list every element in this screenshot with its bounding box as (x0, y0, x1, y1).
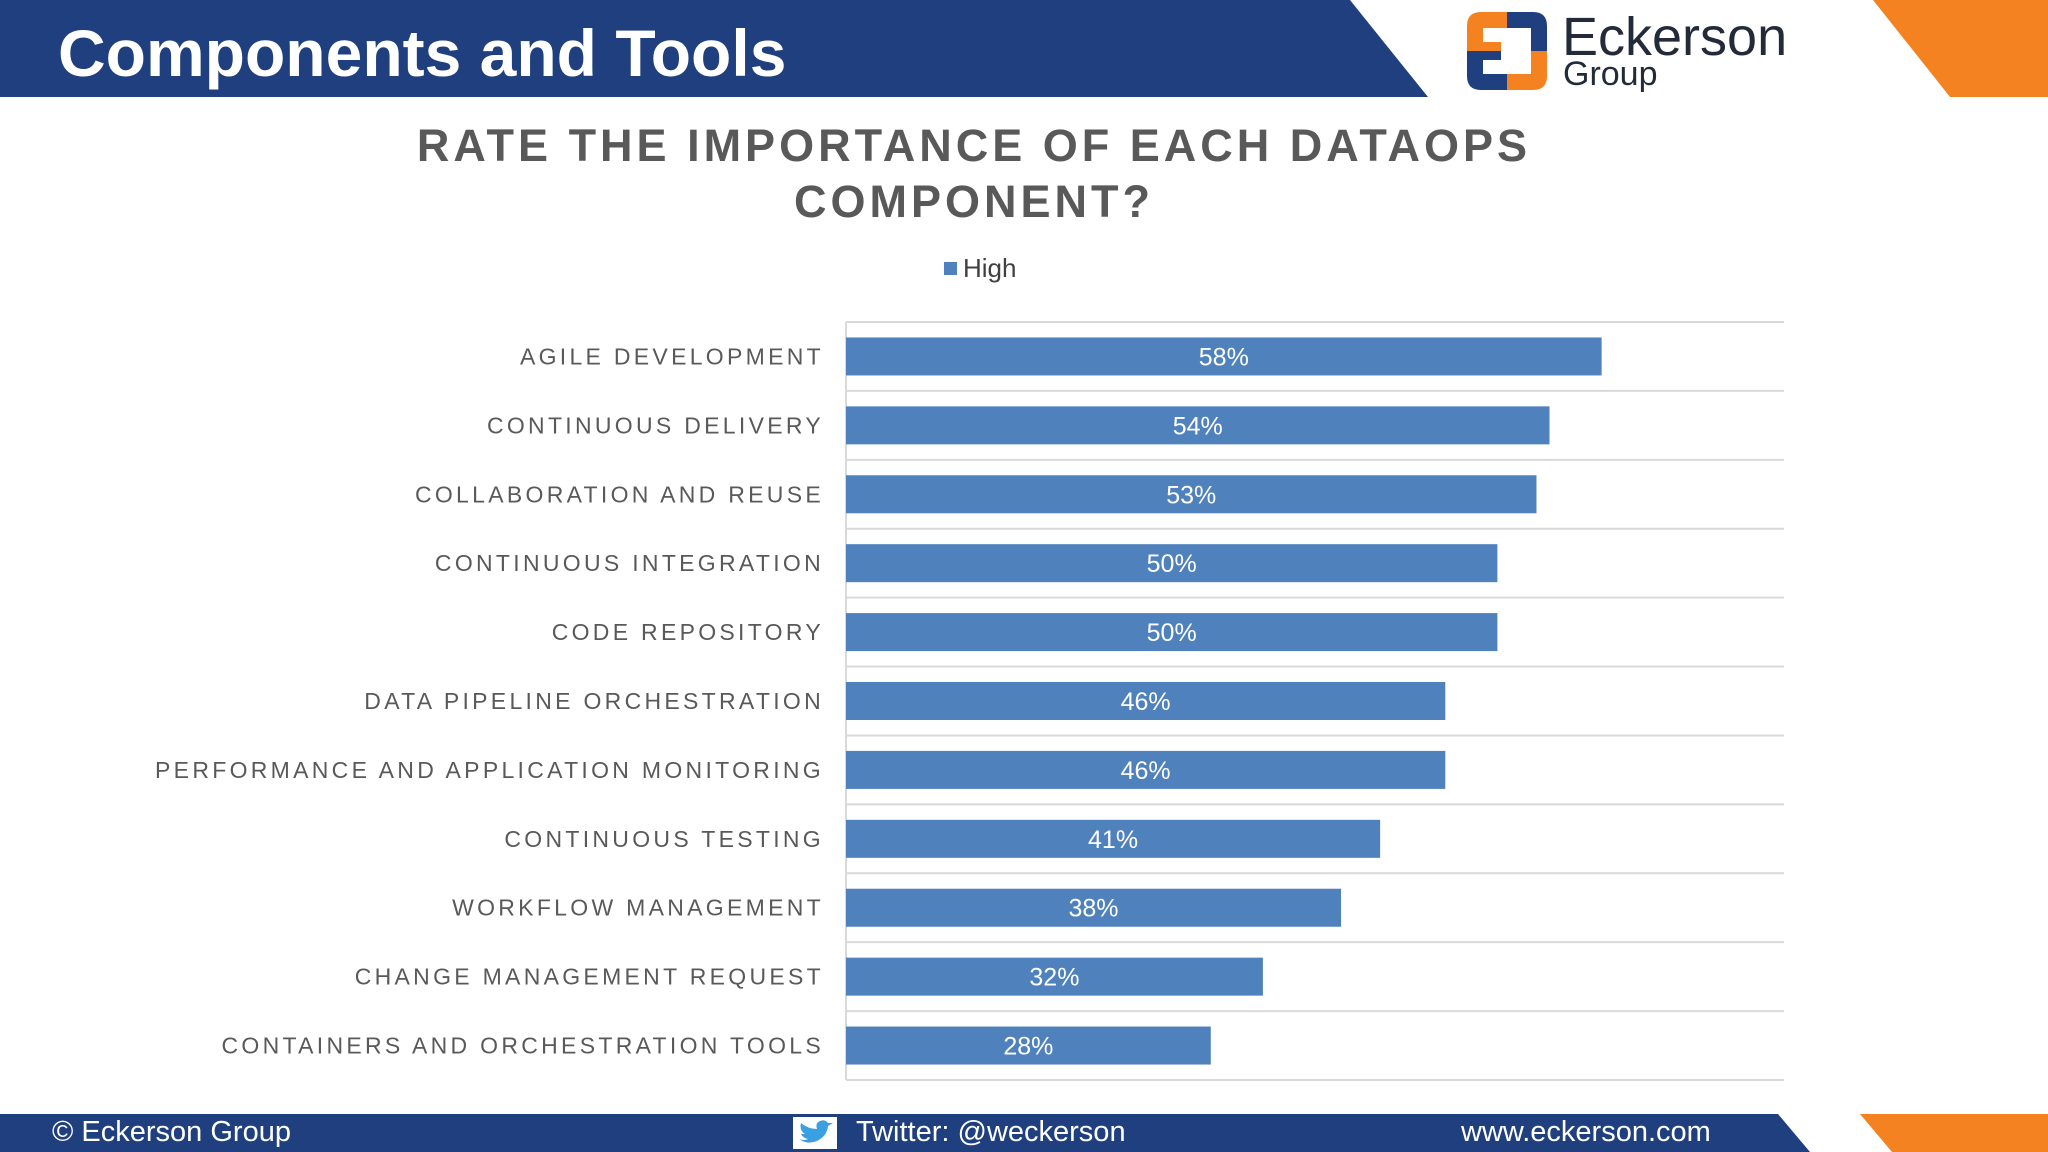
category-label: CHANGE MANAGEMENT REQUEST (355, 964, 824, 990)
bar-data-label: 46% (1121, 688, 1171, 716)
bar-data-label: 38% (1069, 895, 1119, 923)
bar-data-label: 54% (1173, 412, 1223, 440)
bar-data-label: 28% (1003, 1033, 1053, 1061)
footer-website-link[interactable]: www.eckerson.com (1461, 1116, 1711, 1148)
header-blue-shape (0, 0, 1428, 97)
header-orange-accent (1873, 0, 2048, 97)
chart-legend: High (944, 250, 1016, 286)
legend-label: High (963, 253, 1017, 283)
chart-bar (846, 888, 1342, 927)
chart-bar (846, 475, 1537, 514)
category-label: WORKFLOW MANAGEMENT (452, 895, 824, 921)
bar-data-label: 50% (1147, 619, 1197, 647)
chart-bar (846, 406, 1550, 445)
legend-swatch (944, 261, 957, 275)
footer-band (0, 1114, 2048, 1152)
footer-blue-shape (0, 1114, 1810, 1152)
category-label: CODE REPOSITORY (552, 619, 824, 645)
bar-data-label: 58% (1199, 343, 1249, 371)
bar-data-label: 41% (1088, 826, 1138, 854)
logo-subtitle: Group (1563, 55, 1658, 93)
category-label: CONTINUOUS DELIVERY (487, 412, 824, 438)
chart-title: RATE THE IMPORTANCE OF EACH DATAOPS COMP… (416, 120, 1532, 227)
chart-bar (846, 544, 1498, 583)
category-label: COLLABORATION AND REUSE (415, 481, 824, 507)
category-label: CONTINUOUS INTEGRATION (435, 550, 824, 576)
chart-bar (846, 819, 1381, 858)
slide-title: Components and Tools (58, 16, 787, 90)
bar-data-label: 53% (1166, 481, 1216, 509)
chart-bar (846, 682, 1446, 720)
footer-twitter[interactable]: Twitter: @weckerson (856, 1116, 1126, 1148)
chart-bar (846, 337, 1602, 376)
chart-bar (846, 750, 1446, 789)
category-label: PERFORMANCE AND APPLICATION MONITORING (155, 757, 824, 783)
bar-data-label: 50% (1147, 550, 1197, 578)
footer-copyright: © Eckerson Group (52, 1116, 291, 1148)
bar-data-label: 46% (1121, 757, 1171, 785)
bar-chart: 58% AGILE DEVELOPMENT 54% CONTINUOUS DELIVE… (155, 321, 1784, 1081)
category-label: CONTAINERS AND ORCHESTRATION TOOLS (221, 1033, 824, 1059)
category-label: CONTINUOUS TESTING (504, 826, 824, 852)
footer-orange-accent (1860, 1114, 2048, 1152)
logo-wordmark: Eckerson (1562, 7, 1788, 67)
header-band (0, 0, 2048, 97)
twitter-bird-icon (793, 1117, 837, 1149)
chart-bar (846, 1026, 1211, 1065)
eckerson-logo-icon (1467, 12, 1547, 90)
category-label: DATA PIPELINE ORCHESTRATION (364, 688, 824, 714)
bar-data-label: 32% (1029, 964, 1079, 992)
category-label: AGILE DEVELOPMENT (520, 343, 824, 369)
chart-bar (846, 957, 1263, 996)
chart-bar (846, 613, 1498, 652)
